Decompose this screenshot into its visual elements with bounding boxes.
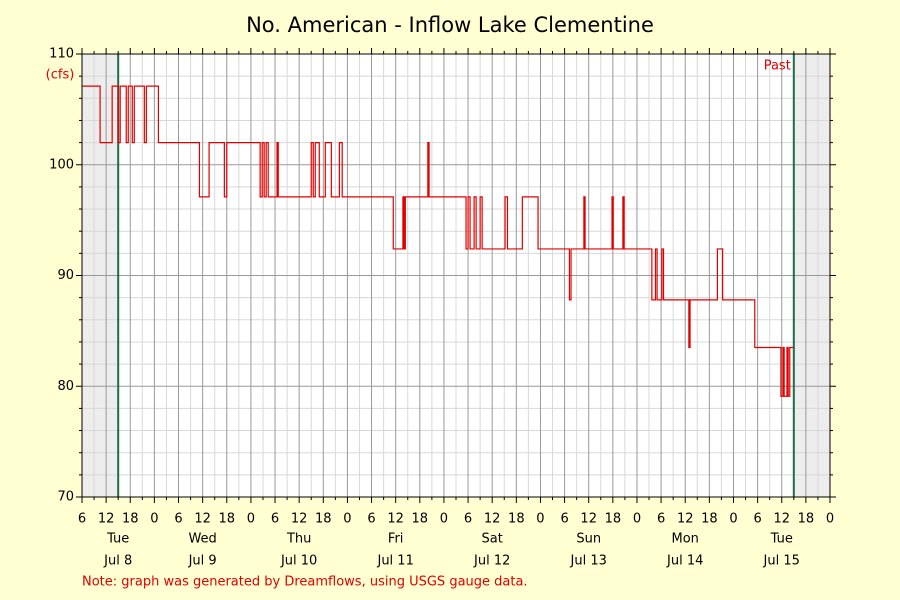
x-tick-label: 12	[484, 512, 501, 527]
x-tick-label: 12	[194, 512, 211, 527]
day-label: Tue	[770, 532, 793, 547]
x-tick-label: 18	[122, 512, 139, 527]
x-tick-label: 12	[98, 512, 115, 527]
date-label: Jul 13	[570, 554, 607, 569]
x-tick-label: 18	[701, 512, 718, 527]
x-tick-label: 18	[798, 512, 815, 527]
x-tick-label: 6	[174, 512, 182, 527]
x-tick-label: 12	[291, 512, 308, 527]
data-line	[82, 85, 793, 397]
x-tick-label: 12	[580, 512, 597, 527]
past-label: Past	[764, 59, 791, 74]
x-tick-label: 0	[150, 512, 158, 527]
day-label: Wed	[188, 532, 216, 547]
x-tick-label: 6	[367, 512, 375, 527]
date-label: Jul 11	[376, 554, 413, 569]
x-tick-label: 6	[78, 512, 86, 527]
date-label: Jul 15	[763, 554, 800, 569]
x-tick-label: 18	[315, 512, 332, 527]
day-label: Tue	[106, 532, 129, 547]
day-label: Thu	[286, 532, 311, 547]
y-axis-label: (cfs)	[46, 68, 75, 83]
x-tick-label: 18	[219, 512, 236, 527]
x-tick-label: 6	[464, 512, 472, 527]
x-tick-label: 0	[343, 512, 351, 527]
x-tick-label: 12	[387, 512, 404, 527]
y-tick-label: 90	[57, 268, 74, 283]
date-label: Jul 9	[188, 554, 217, 569]
y-tick-label: 80	[57, 379, 74, 394]
x-tick-label: 6	[657, 512, 665, 527]
date-label: Jul 14	[666, 554, 703, 569]
day-label: Fri	[388, 532, 404, 547]
x-tick-label: 0	[440, 512, 448, 527]
date-label: Jul 8	[103, 554, 132, 569]
day-label: Sun	[576, 532, 601, 547]
y-tick-label: 70	[57, 490, 74, 505]
x-tick-label: 0	[247, 512, 255, 527]
y-tick-label: 110	[49, 47, 74, 62]
chart-title: No. American - Inflow Lake Clementine	[246, 13, 654, 37]
x-tick-label: 12	[677, 512, 694, 527]
date-label: Jul 10	[280, 554, 317, 569]
x-tick-label: 18	[605, 512, 622, 527]
note: Note: graph was generated by Dreamflows,…	[82, 575, 528, 590]
day-label: Sat	[482, 532, 503, 547]
y-tick-label: 100	[49, 157, 74, 172]
x-tick-label: 0	[536, 512, 544, 527]
plot-frame	[81, 53, 831, 498]
x-tick-label: 0	[633, 512, 641, 527]
date-label: Jul 12	[473, 554, 510, 569]
x-tick-label: 18	[508, 512, 525, 527]
x-tick-label: 0	[826, 512, 834, 527]
x-tick-label: 18	[412, 512, 429, 527]
x-tick-label: 12	[773, 512, 790, 527]
day-label: Mon	[672, 532, 699, 547]
x-tick-label: 0	[729, 512, 737, 527]
x-tick-label: 6	[560, 512, 568, 527]
x-tick-label: 6	[271, 512, 279, 527]
x-tick-label: 6	[753, 512, 761, 527]
